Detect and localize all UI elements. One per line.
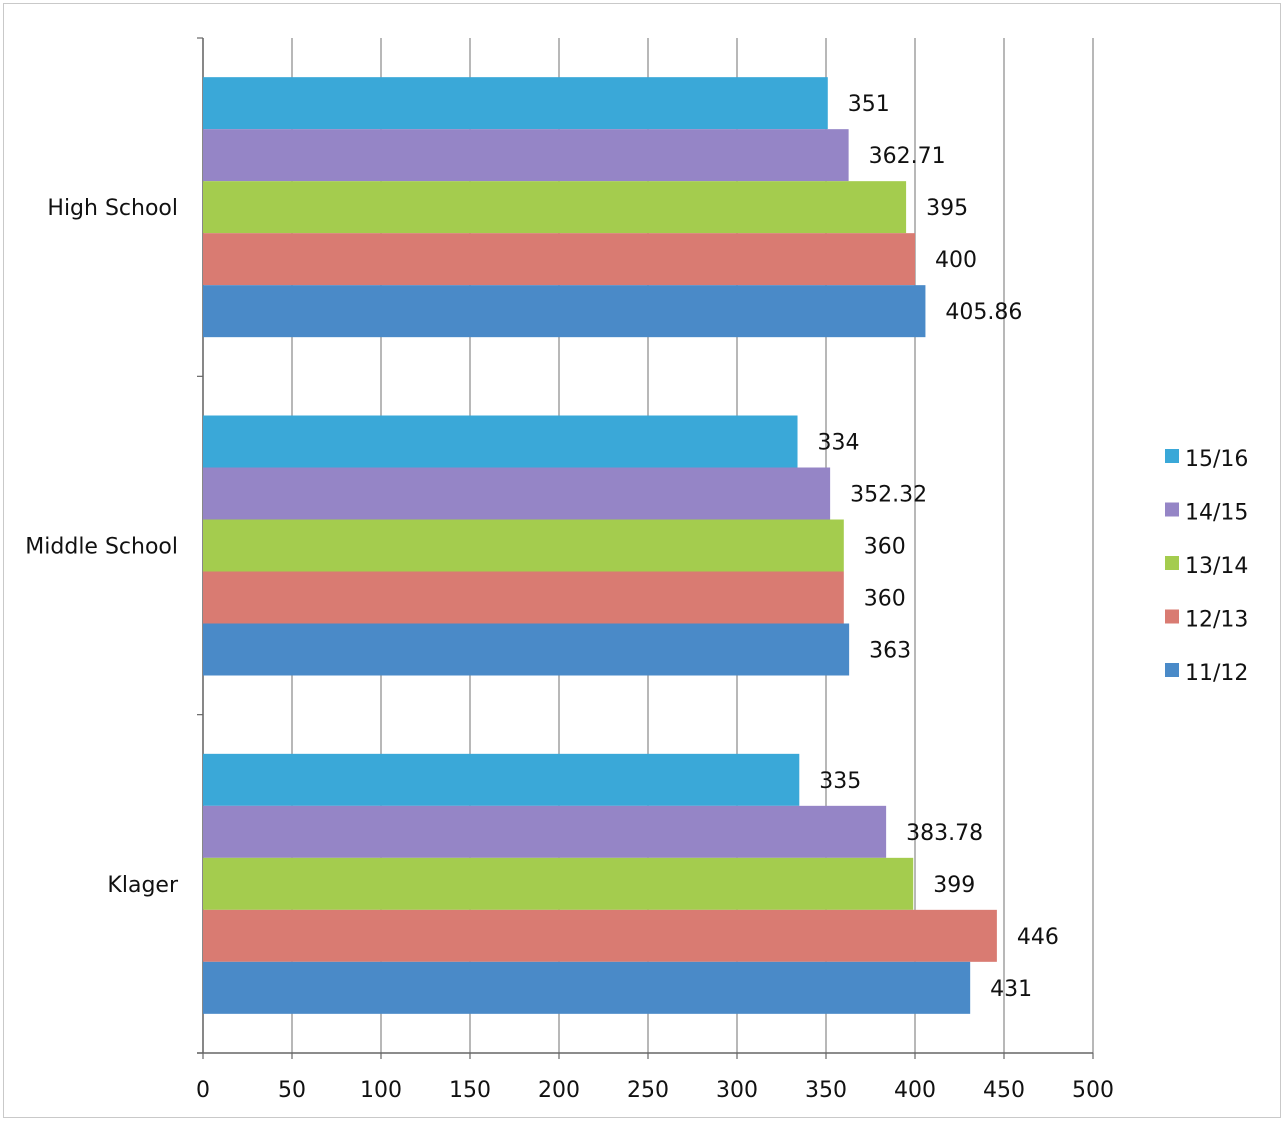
legend-label: 13/14 <box>1185 554 1248 579</box>
x-tick-label: 0 <box>196 1078 210 1103</box>
x-tick-label: 50 <box>278 1078 306 1103</box>
bar <box>203 415 798 468</box>
bar <box>203 623 850 676</box>
bar <box>203 909 997 962</box>
data-label: 362.71 <box>869 144 946 169</box>
legend-swatch <box>1165 663 1179 677</box>
bar <box>203 753 800 806</box>
x-tick-label: 200 <box>538 1078 580 1103</box>
data-label: 335 <box>819 769 861 794</box>
bar <box>203 181 907 234</box>
legend-swatch <box>1165 556 1179 570</box>
data-label: 352.32 <box>850 483 927 508</box>
bar <box>203 233 915 286</box>
bar <box>203 571 844 624</box>
bar <box>203 285 926 338</box>
bar <box>203 467 831 520</box>
x-tick-label: 350 <box>805 1078 847 1103</box>
data-label: 360 <box>864 535 906 560</box>
legend-label: 14/15 <box>1185 501 1248 526</box>
data-label: 360 <box>864 587 906 612</box>
x-tick-label: 450 <box>983 1078 1025 1103</box>
category-label: Middle School <box>25 535 178 560</box>
category-label: High School <box>47 196 178 221</box>
legend-swatch <box>1165 609 1179 624</box>
legend-swatch <box>1165 502 1179 517</box>
x-tick-label: 500 <box>1072 1078 1114 1103</box>
data-label: 363 <box>869 639 911 664</box>
data-label: 399 <box>933 873 975 898</box>
data-label: 351 <box>848 92 890 117</box>
data-label: 446 <box>1017 925 1059 950</box>
x-tick-label: 150 <box>449 1078 491 1103</box>
x-tick-label: 300 <box>716 1078 758 1103</box>
category-label: Klager <box>107 873 179 898</box>
bar <box>203 805 887 858</box>
data-label: 383.78 <box>906 821 983 846</box>
legend-label: 11/12 <box>1185 661 1248 686</box>
bar <box>203 129 849 182</box>
bar <box>203 857 914 910</box>
legend-swatch <box>1165 449 1179 463</box>
data-label: 395 <box>926 196 968 221</box>
bar <box>203 77 828 130</box>
x-tick-label: 400 <box>894 1078 936 1103</box>
x-tick-label: 100 <box>360 1078 402 1103</box>
legend-label: 15/16 <box>1185 447 1248 472</box>
bar <box>203 519 844 572</box>
data-label: 405.86 <box>945 300 1022 325</box>
x-tick-label: 250 <box>627 1078 669 1103</box>
data-label: 334 <box>818 431 860 456</box>
bar <box>203 961 971 1014</box>
legend-label: 12/13 <box>1185 608 1248 633</box>
data-label: 431 <box>990 977 1032 1002</box>
data-label: 400 <box>935 248 977 273</box>
